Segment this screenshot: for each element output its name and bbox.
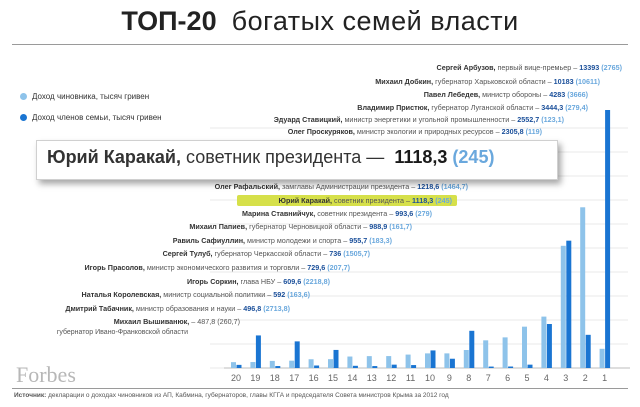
title-divider: [12, 44, 628, 45]
bar-official-5: [522, 326, 527, 368]
bar-family-15: [333, 349, 339, 368]
row-label-extra: губернатор Ивано-Франковской области: [57, 328, 188, 336]
bar-official-12: [386, 356, 392, 368]
x-tick-label: 3: [563, 373, 568, 383]
bar-family-6: [508, 366, 514, 368]
row-label: Олег Рафальский, замглавы Администрации …: [215, 182, 469, 191]
x-tick-label: 17: [289, 373, 299, 383]
row-label: Юрий Каракай, советник президента – 1118…: [279, 196, 453, 205]
bar-official-8: [463, 350, 469, 368]
bar-official-18: [269, 360, 275, 368]
highlight-band: [237, 195, 457, 206]
row-label: Олег Проскуряков, министр экологии и при…: [288, 127, 543, 136]
x-tick-label: 14: [347, 373, 357, 383]
x-tick-label: 5: [524, 373, 529, 383]
row-label: Игорь Соркин, глава НБУ – 609,6 (2218,8): [187, 277, 331, 286]
bar-family-11: [411, 365, 417, 368]
row-label: Игорь Прасолов, министр экономического р…: [85, 263, 351, 272]
row-label: Сергей Арбузов, первый вице-премьер – 13…: [437, 63, 623, 72]
row-label: Наталья Королевская, министр социальной …: [82, 290, 311, 299]
legend-item-official: Доход чиновника, тысяч гривен: [20, 92, 149, 101]
bar-official-16: [308, 359, 314, 368]
bar-official-6: [502, 337, 508, 368]
forbes-logo: Forbes: [16, 362, 76, 387]
bar-family-16: [314, 365, 320, 368]
row-label: Михаил Вышиванюк, – 487,8 (260,7): [114, 317, 240, 326]
bar-family-3: [566, 240, 572, 368]
x-tick-label: 16: [309, 373, 319, 383]
x-tick-label: 9: [447, 373, 452, 383]
row-label: Равиль Сафиуллин, министр молодежи и спо…: [173, 236, 393, 245]
x-tick-label: 12: [386, 373, 396, 383]
bar-official-14: [347, 356, 353, 368]
legend-item-family: Доход членов семьи, тысяч гривен: [20, 113, 162, 122]
row-label: Михаил Папиев, губернатор Черновицкой об…: [189, 222, 412, 231]
bar-official-15: [328, 359, 333, 368]
bar-family-2: [585, 334, 591, 368]
x-tick-label: 18: [270, 373, 280, 383]
legend-swatch-family: [20, 114, 27, 121]
bar-family-7: [488, 366, 494, 368]
x-tick-label: 2: [583, 373, 588, 383]
row-label: Эдуард Ставицкий, министр энергетики и у…: [274, 115, 565, 124]
bar-official-13: [366, 356, 372, 368]
x-tick-label: 11: [406, 373, 415, 383]
row-label: Сергей Тулуб, губернатор Черкасской обла…: [163, 249, 371, 258]
x-tick-label: 20: [231, 373, 241, 383]
bar-family-12: [391, 364, 397, 368]
bar-family-13: [372, 366, 378, 368]
bar-official-17: [289, 360, 295, 368]
bar-official-11: [405, 354, 411, 368]
bar-official-3: [560, 245, 566, 368]
bar-family-5: [527, 364, 533, 368]
row-label: Павел Лебедев, министр обороны – 4283 (3…: [424, 90, 589, 99]
bar-official-7: [483, 340, 489, 368]
bar-official-1: [599, 348, 605, 368]
bar-official-19: [250, 362, 256, 368]
x-tick-label: 1: [602, 373, 607, 383]
x-tick-label: 10: [425, 373, 435, 383]
x-tick-label: 13: [367, 373, 377, 383]
row-label: Владимир Пристюк, губернатор Луганской о…: [357, 103, 588, 112]
x-tick-label: 19: [250, 373, 260, 383]
bar-family-17: [294, 341, 300, 368]
x-tick-label: 8: [466, 373, 471, 383]
bar-family-4: [546, 324, 552, 368]
row-label: Дмитрий Табачник, министр образования и …: [65, 304, 290, 313]
bar-official-20: [231, 362, 236, 368]
legend-swatch-official: [20, 93, 27, 100]
bar-family-18: [275, 366, 281, 368]
row-label: Марина Ставнийчук, советник президента –…: [242, 209, 433, 218]
bar-family-8: [469, 330, 475, 368]
bar-family-10: [430, 350, 436, 368]
bar-official-9: [444, 353, 450, 368]
bar-family-19: [255, 335, 261, 368]
footer-divider: [12, 388, 628, 389]
chart-title: ТОП-20 богатых семей власти: [121, 6, 519, 36]
bar-official-2: [580, 207, 586, 368]
bar-family-20: [236, 364, 242, 368]
x-tick-label: 15: [328, 373, 338, 383]
x-tick-label: 6: [505, 373, 510, 383]
bar-official-10: [425, 353, 430, 368]
bar-official-4: [541, 316, 547, 368]
x-tick-label: 7: [486, 373, 491, 383]
bar-family-14: [352, 365, 358, 368]
row-label: Михаил Добкин, губернатор Харьковской об…: [375, 77, 600, 86]
bar-family-1: [605, 110, 611, 368]
bar-family-9: [449, 358, 455, 368]
source-note: Источник: декларации о доходах чиновнико…: [14, 392, 449, 399]
x-tick-label: 4: [544, 373, 549, 383]
highlight-callout: Юрий Каракай, советник президента — 1118…: [36, 140, 558, 180]
